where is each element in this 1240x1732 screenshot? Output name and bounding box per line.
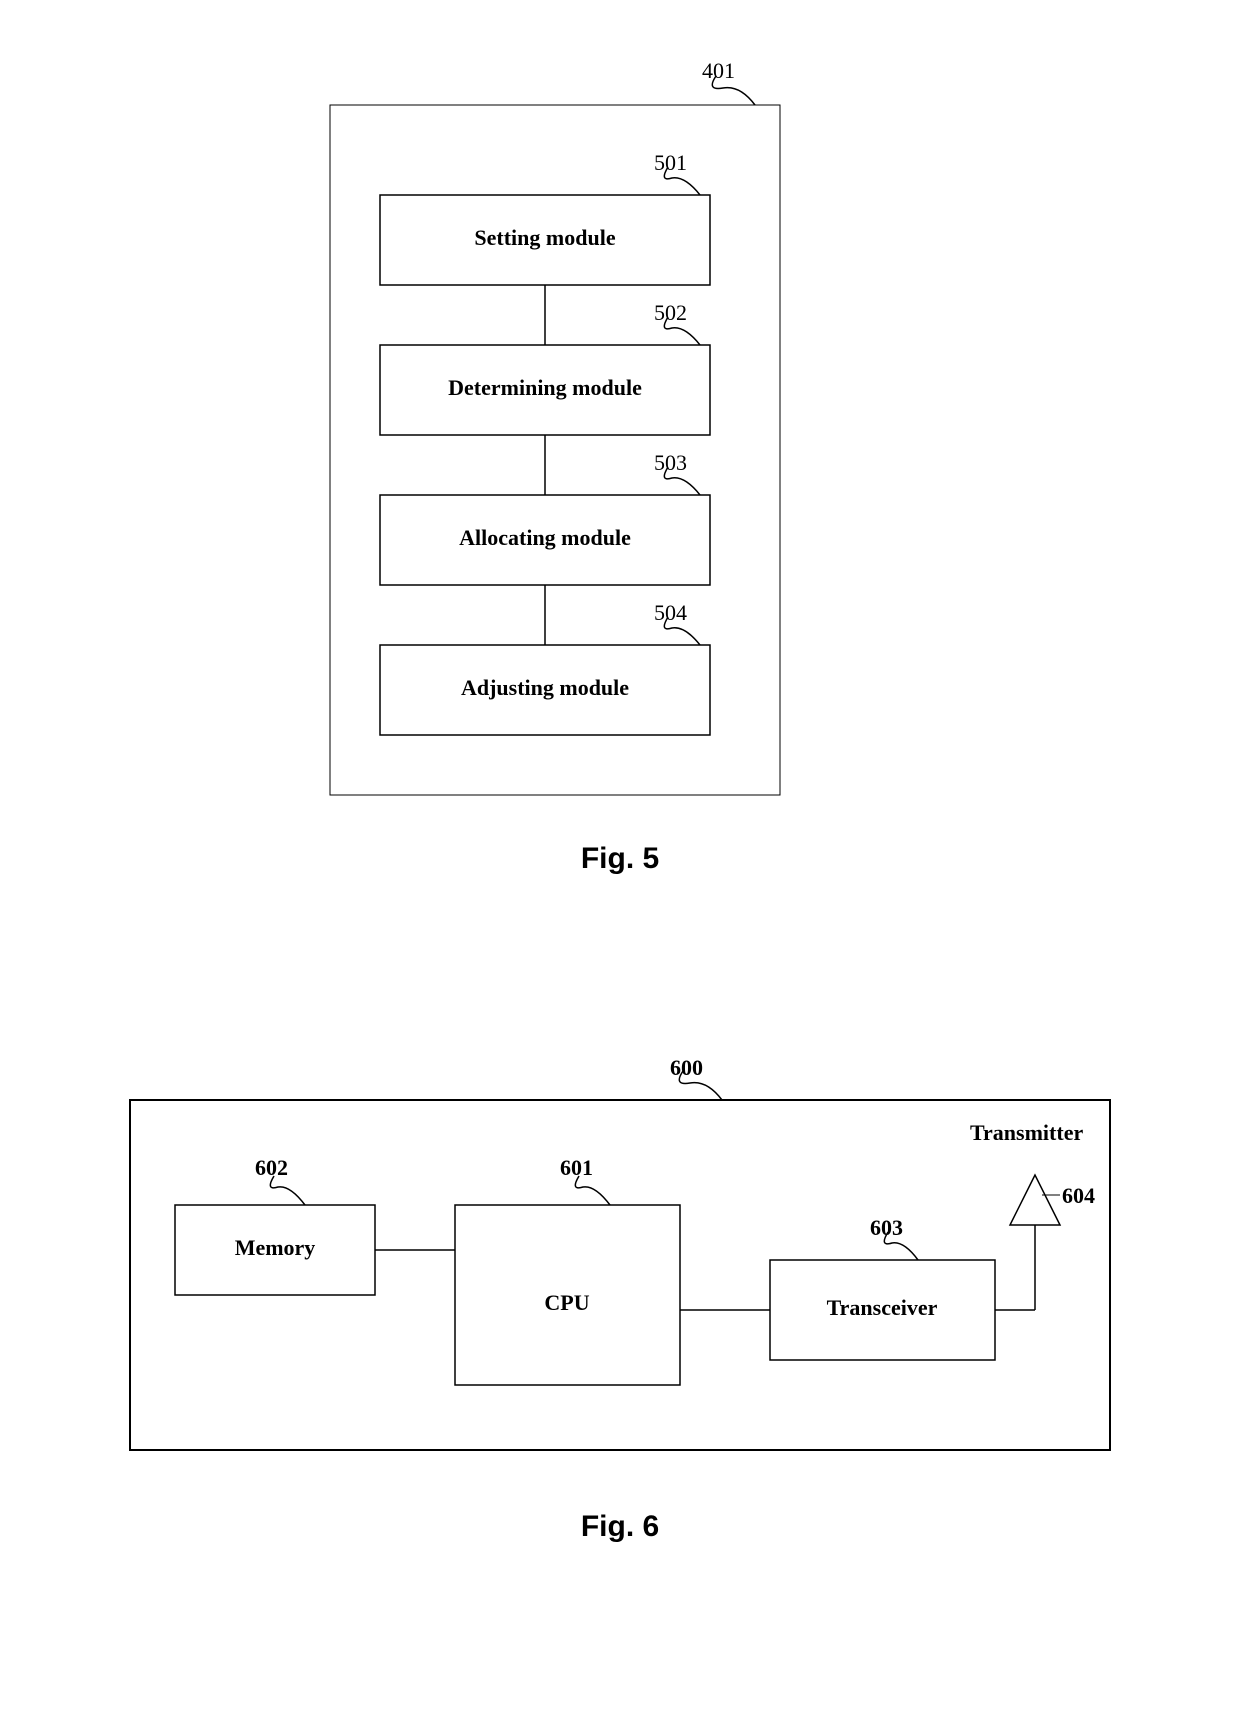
ref-501: 501 xyxy=(654,150,687,176)
ref-504: 504 xyxy=(654,600,687,626)
label-memory: Memory xyxy=(235,1235,316,1260)
ref-604: 604 xyxy=(1062,1183,1095,1209)
fig5-caption: Fig. 5 xyxy=(460,842,780,876)
ref-502: 502 xyxy=(654,300,687,326)
label-503: Allocating module xyxy=(459,525,631,550)
label-502: Determining module xyxy=(448,375,642,400)
ref-602: 602 xyxy=(255,1155,288,1181)
antenna-icon xyxy=(1010,1175,1060,1310)
ref-601: 601 xyxy=(560,1155,593,1181)
ref-600: 600 xyxy=(670,1055,703,1081)
label-504: Adjusting module xyxy=(461,675,629,700)
fig6-svg: Memory CPU Transceiver xyxy=(0,1000,1240,1700)
label-cpu: CPU xyxy=(544,1290,589,1315)
fig6-title: Transmitter xyxy=(970,1120,1083,1146)
ref-603: 603 xyxy=(870,1215,903,1241)
label-transceiver: Transceiver xyxy=(827,1295,938,1320)
fig6-caption: Fig. 6 xyxy=(460,1510,780,1544)
fig5-svg: Setting module Determining module Alloca… xyxy=(0,0,1240,900)
ref-401: 401 xyxy=(702,58,735,84)
label-501: Setting module xyxy=(474,225,615,250)
ref-503: 503 xyxy=(654,450,687,476)
